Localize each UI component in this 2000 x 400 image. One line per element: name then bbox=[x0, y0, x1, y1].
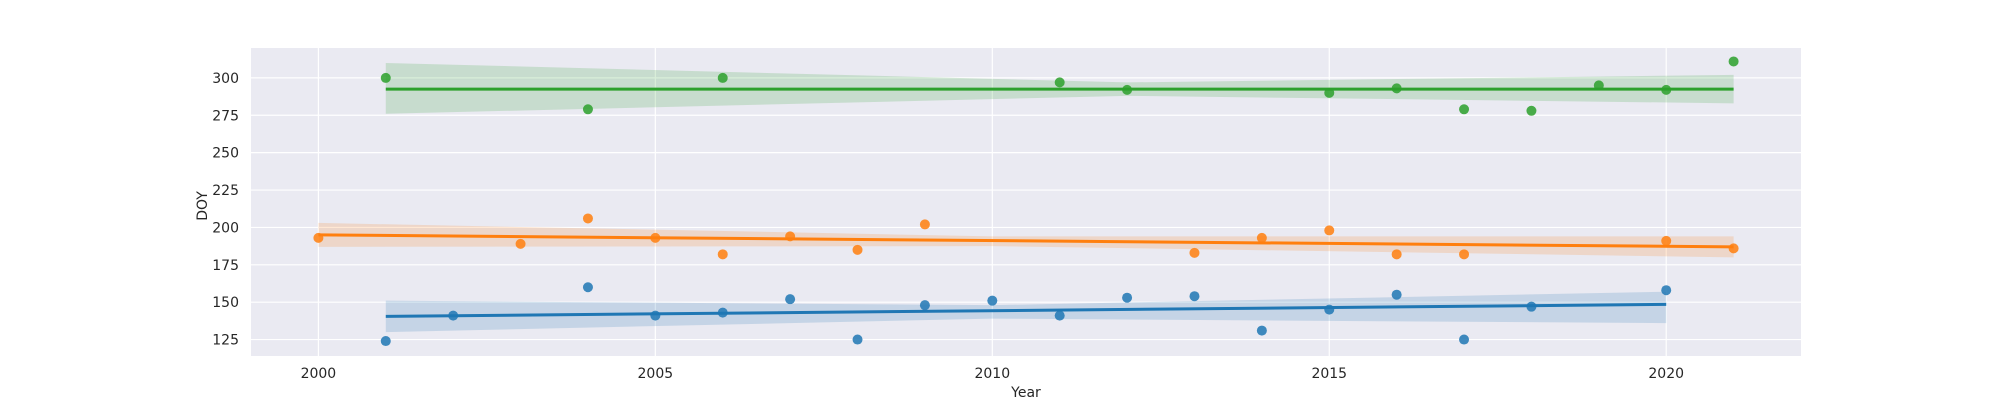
data-points bbox=[313, 56, 1739, 347]
data-point bbox=[717, 72, 728, 83]
data-point bbox=[1459, 249, 1470, 260]
regression-line-2 bbox=[318, 233, 1734, 249]
data-point bbox=[1728, 56, 1739, 67]
x-tick-label: 2005 bbox=[638, 366, 674, 382]
regression-lines bbox=[318, 87, 1734, 318]
y-tick-label: 125 bbox=[212, 333, 239, 349]
data-point bbox=[380, 72, 391, 83]
data-point bbox=[1122, 292, 1133, 303]
data-point bbox=[1728, 243, 1739, 254]
data-point bbox=[1324, 87, 1335, 98]
data-point bbox=[919, 219, 930, 230]
data-point bbox=[1526, 105, 1537, 116]
x-tick-label: 2000 bbox=[301, 366, 337, 382]
regression-line-1 bbox=[385, 302, 1667, 318]
data-point bbox=[1256, 325, 1267, 336]
data-point bbox=[448, 310, 459, 321]
data-point bbox=[582, 213, 593, 224]
y-tick-label: 225 bbox=[212, 183, 239, 199]
data-point bbox=[717, 249, 728, 260]
data-point bbox=[1391, 289, 1402, 300]
data-point bbox=[919, 300, 930, 311]
data-point bbox=[1661, 235, 1672, 246]
y-tick-label: 175 bbox=[212, 258, 239, 274]
y-tick-label: 150 bbox=[212, 295, 239, 311]
data-point bbox=[1189, 291, 1200, 302]
data-point bbox=[1054, 310, 1065, 321]
y-tick-label: 200 bbox=[212, 220, 239, 236]
data-point bbox=[380, 336, 391, 347]
data-point bbox=[1122, 84, 1133, 95]
y-axis-label: DOY bbox=[195, 191, 211, 221]
data-point bbox=[717, 307, 728, 318]
grid-lines bbox=[251, 48, 1801, 356]
tick-labels: 2000 2005 2010 2015 2020 125 150 175 200 225 250 27… bbox=[212, 71, 1684, 382]
data-point bbox=[313, 232, 324, 243]
data-point bbox=[582, 104, 593, 115]
data-point bbox=[785, 231, 796, 242]
data-point bbox=[1054, 77, 1065, 88]
data-point bbox=[650, 310, 661, 321]
data-point bbox=[582, 282, 593, 293]
y-tick-label: 300 bbox=[212, 71, 239, 87]
data-point bbox=[1661, 84, 1672, 95]
data-point bbox=[1459, 334, 1470, 345]
data-point bbox=[650, 232, 661, 243]
x-axis-label: Year bbox=[1010, 385, 1041, 400]
x-tick-label: 2020 bbox=[1648, 366, 1684, 382]
data-point bbox=[1391, 249, 1402, 260]
data-point bbox=[1189, 247, 1200, 258]
x-tick-label: 2010 bbox=[974, 366, 1010, 382]
data-point bbox=[1661, 285, 1672, 296]
y-tick-label: 275 bbox=[212, 108, 239, 124]
data-point bbox=[1324, 304, 1335, 315]
data-point bbox=[1526, 301, 1537, 312]
data-point bbox=[1256, 232, 1267, 243]
data-point bbox=[785, 294, 796, 305]
data-point bbox=[1459, 104, 1470, 115]
y-tick-label: 250 bbox=[212, 146, 239, 162]
x-tick-label: 2015 bbox=[1311, 366, 1347, 382]
data-point bbox=[852, 244, 863, 255]
data-point bbox=[515, 238, 526, 249]
data-point bbox=[1391, 83, 1402, 94]
data-point bbox=[852, 334, 863, 345]
data-point bbox=[987, 295, 998, 306]
data-point bbox=[1593, 80, 1604, 91]
data-point bbox=[1324, 225, 1335, 236]
